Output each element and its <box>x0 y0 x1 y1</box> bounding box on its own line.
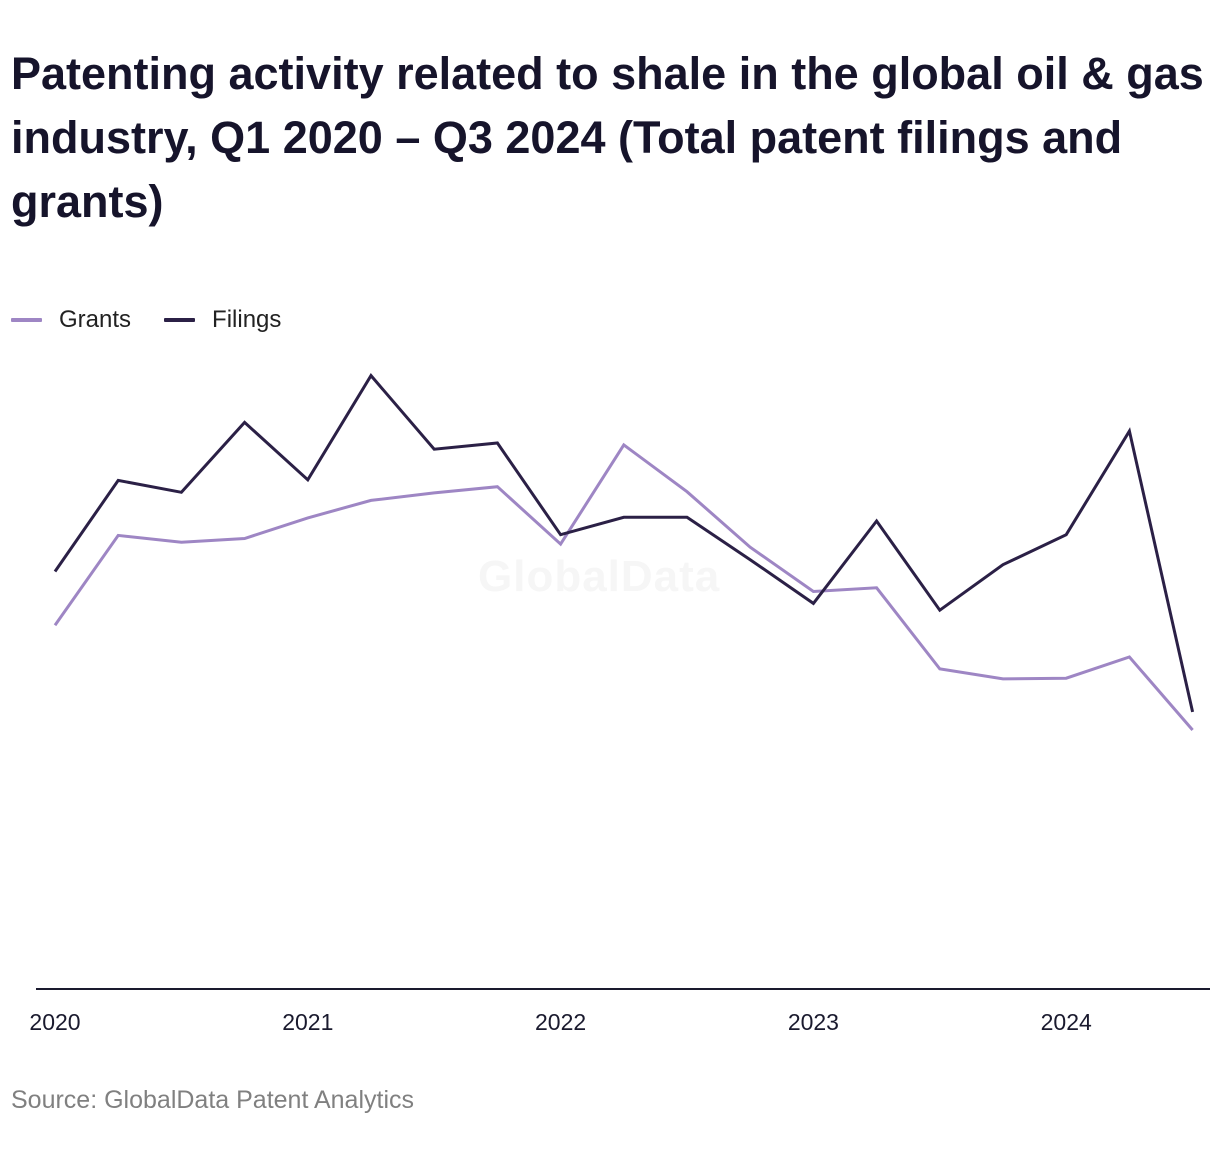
legend-item-grants: Grants <box>11 306 131 334</box>
legend: Grants Filings <box>11 306 314 334</box>
data-point-filings-14 <box>936 606 944 614</box>
data-point-filings-0 <box>51 568 59 576</box>
data-point-grants-8 <box>557 540 565 548</box>
data-point-grants-1 <box>114 531 122 539</box>
data-point-grants-7 <box>493 483 501 491</box>
series-line-grants <box>53 442 1194 731</box>
data-point-filings-15 <box>999 561 1007 569</box>
x-tick-label-2021: 2021 <box>282 1009 333 1035</box>
data-point-filings-11 <box>746 556 754 564</box>
data-point-grants-14 <box>936 665 944 673</box>
chart-title: Patenting activity related to shale in t… <box>11 48 1204 227</box>
data-point-filings-8 <box>557 531 565 539</box>
x-tick-label-2023: 2023 <box>788 1009 839 1035</box>
data-point-grants-5 <box>367 496 375 504</box>
data-point-grants-10 <box>683 488 691 496</box>
legend-item-filings: Filings <box>164 306 281 334</box>
data-point-filings-6 <box>430 445 438 453</box>
data-point-filings-10 <box>683 513 691 521</box>
data-point-filings-7 <box>493 439 501 447</box>
data-point-grants-9 <box>620 441 628 449</box>
legend-label-filings: Filings <box>212 306 282 333</box>
legend-swatch-filings <box>164 318 196 322</box>
data-point-filings-2 <box>177 488 185 496</box>
data-point-grants-2 <box>177 538 185 546</box>
data-point-grants-13 <box>873 584 881 592</box>
data-point-grants-11 <box>746 543 754 551</box>
data-point-grants-3 <box>241 535 249 543</box>
x-tick-label-2022: 2022 <box>535 1009 586 1035</box>
data-point-grants-12 <box>809 588 817 596</box>
data-point-filings-9 <box>620 513 628 521</box>
data-point-filings-18 <box>1189 708 1197 716</box>
data-point-grants-16 <box>1062 674 1070 682</box>
x-tick-label-2020: 2020 <box>29 1009 80 1035</box>
data-point-grants-4 <box>304 514 312 522</box>
data-point-filings-12 <box>809 599 817 607</box>
data-point-filings-16 <box>1062 531 1070 539</box>
x-tick-label-2024: 2024 <box>1041 1009 1092 1035</box>
data-point-filings-17 <box>1125 427 1133 435</box>
data-point-grants-15 <box>999 675 1007 683</box>
source-note: Source: GlobalData Patent Analytics <box>11 1086 415 1114</box>
data-point-grants-18 <box>1189 726 1197 734</box>
series-line-filings <box>53 373 1195 713</box>
legend-swatch-grants <box>11 318 42 322</box>
data-point-filings-5 <box>367 372 375 380</box>
data-point-grants-17 <box>1125 653 1133 661</box>
data-point-filings-4 <box>304 476 312 484</box>
data-point-filings-3 <box>241 418 249 426</box>
legend-label-grants: Grants <box>59 306 132 333</box>
data-point-filings-13 <box>873 517 881 525</box>
watermark: GlobalData <box>478 552 721 601</box>
data-point-grants-0 <box>51 621 59 629</box>
data-point-grants-6 <box>430 489 438 497</box>
data-point-filings-1 <box>114 476 122 484</box>
